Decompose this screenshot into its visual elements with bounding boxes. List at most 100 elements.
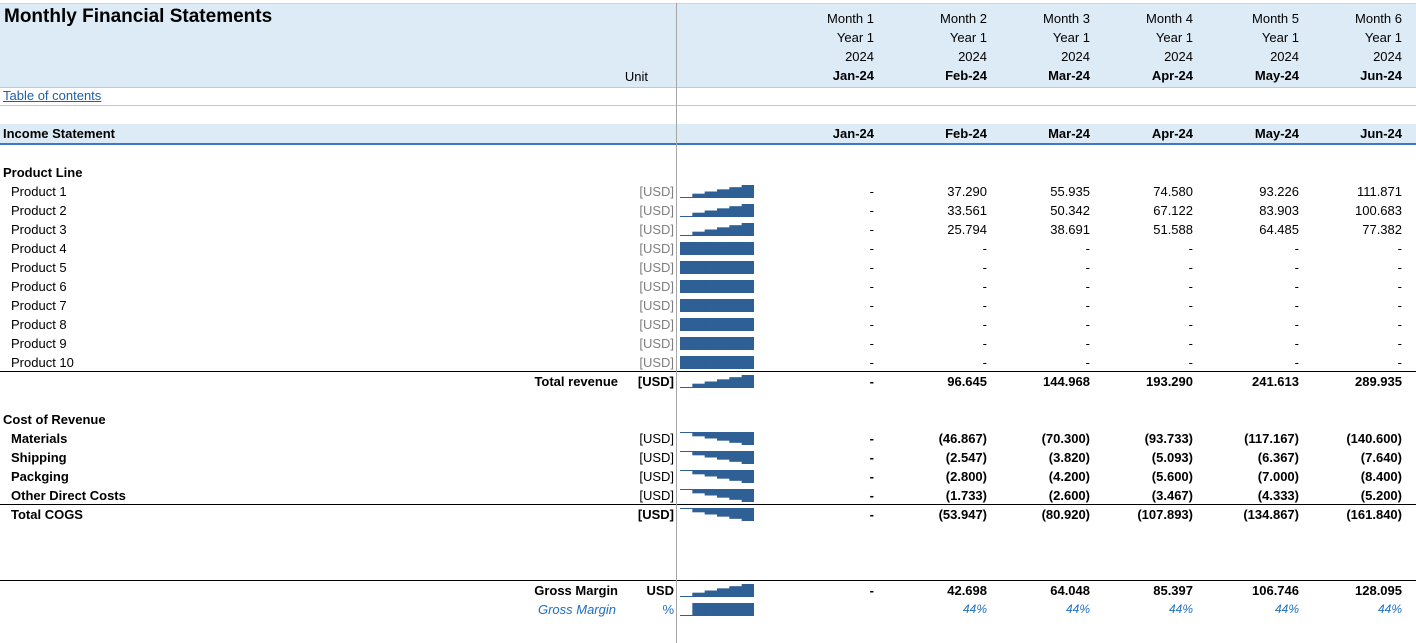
cogs-row-value: (8.400) xyxy=(1360,469,1402,484)
product-row-label: Product 9 xyxy=(11,336,67,351)
product-row-unit: [USD] xyxy=(639,241,674,256)
sparkline-bar xyxy=(729,337,743,350)
sparkline-bar xyxy=(741,489,754,502)
month-header-year: Year 1 xyxy=(949,30,987,45)
sparkline-bar xyxy=(680,235,693,236)
sparkline-bar xyxy=(692,337,706,350)
sparkline-bar xyxy=(717,318,730,331)
product-row-value: 74.580 xyxy=(1153,184,1193,199)
product-row-value: - xyxy=(1188,260,1193,275)
sparkline-bar xyxy=(704,210,718,217)
sparkline-bar xyxy=(704,242,718,255)
sparkline-bar xyxy=(741,261,754,274)
cogs-row-value: (5.600) xyxy=(1151,469,1193,484)
cogs-row-value: (70.300) xyxy=(1041,431,1090,446)
month-header-yyyy: 2024 xyxy=(1270,49,1299,64)
product-row-value: - xyxy=(1397,317,1402,332)
product-row-value: - xyxy=(1188,279,1193,294)
cogs-row-value: (2.800) xyxy=(945,469,987,484)
sparkline-bar xyxy=(729,187,743,198)
cogs-row-value: (117.167) xyxy=(1244,431,1299,446)
month-header-year: Year 1 xyxy=(1261,30,1299,45)
sparkline-bar xyxy=(717,603,730,616)
sparkline xyxy=(680,204,754,217)
total-revenue-value: 144.968 xyxy=(1043,374,1090,389)
total-revenue-value: - xyxy=(869,374,874,389)
gross-margin-value: 106.746 xyxy=(1252,583,1299,598)
gross-margin-rule xyxy=(0,580,1416,581)
product-row-value: - xyxy=(1294,317,1299,332)
product-row-value: - xyxy=(1188,336,1193,351)
month-header-label: Jun-24 xyxy=(1360,68,1402,83)
product-row-label: Product 8 xyxy=(11,317,67,332)
product-row-value: - xyxy=(869,317,874,332)
sparkline-bar xyxy=(704,318,718,331)
sparkline-bar xyxy=(741,508,754,521)
sparkline-bar xyxy=(741,356,754,369)
product-row-value: - xyxy=(982,260,987,275)
income-statement-month-label: Jan-24 xyxy=(832,126,874,141)
product-row-label: Product 10 xyxy=(11,355,74,370)
income-statement-underline xyxy=(0,143,1416,145)
gross-margin-value: 85.397 xyxy=(1153,583,1193,598)
income-statement-band xyxy=(0,124,1416,143)
month-header-yyyy: 2024 xyxy=(845,49,874,64)
product-row-value: - xyxy=(1294,298,1299,313)
sparkline-bar xyxy=(680,470,693,471)
cogs-row-value: - xyxy=(869,469,874,484)
total-cogs-value: (53.947) xyxy=(938,507,987,522)
sparkline-bar xyxy=(692,592,706,597)
sparkline-bar xyxy=(717,189,730,198)
product-row-value: - xyxy=(1085,241,1090,256)
sparkline-bar xyxy=(729,225,743,236)
sparkline-bar xyxy=(692,280,706,293)
month-header: Month 2 Year 1 2024 Feb-24 xyxy=(897,9,987,85)
cogs-row-value: (46.867) xyxy=(938,431,987,446)
month-header-month: Month 1 xyxy=(827,11,874,26)
sparkline-bar xyxy=(729,603,743,616)
column-separator xyxy=(676,3,677,643)
sparkline-bar xyxy=(717,470,730,479)
sparkline xyxy=(680,432,754,445)
sparkline-bar xyxy=(692,508,706,513)
cogs-row-value: (4.200) xyxy=(1048,469,1090,484)
month-header-yyyy: 2024 xyxy=(1061,49,1090,64)
product-row-value: - xyxy=(869,184,874,199)
sparkline-bar xyxy=(741,242,754,255)
sparkline xyxy=(680,508,754,521)
income-statement-month-label: Mar-24 xyxy=(1048,126,1090,141)
sparkline-bar xyxy=(704,432,718,439)
sparkline-bar xyxy=(729,432,743,443)
cogs-row-value: (1.733) xyxy=(945,488,987,503)
sparkline-bar xyxy=(741,223,754,236)
sparkline-bar xyxy=(717,379,730,388)
sparkline xyxy=(680,185,754,198)
cogs-row-value: - xyxy=(869,431,874,446)
total-cogs-value: (80.920) xyxy=(1041,507,1090,522)
product-row-value: - xyxy=(1397,298,1402,313)
sparkline-bar xyxy=(729,206,743,217)
sparkline-bar xyxy=(692,212,706,217)
month-header-month: Month 6 xyxy=(1355,11,1402,26)
cogs-row-value: (3.467) xyxy=(1151,488,1193,503)
sparkline-bar xyxy=(741,451,754,464)
table-of-contents-link[interactable]: Table of contents xyxy=(3,88,102,103)
sparkline-bar xyxy=(717,208,730,217)
sparkline-bar xyxy=(692,356,706,369)
sparkline-bar xyxy=(717,299,730,312)
month-header: Month 3 Year 1 2024 Mar-24 xyxy=(1000,9,1090,85)
month-header-year: Year 1 xyxy=(836,30,874,45)
sparkline xyxy=(680,280,754,293)
product-row-value: - xyxy=(982,241,987,256)
month-header-yyyy: 2024 xyxy=(958,49,987,64)
month-header: Month 1 Year 1 2024 Jan-24 xyxy=(784,9,874,85)
sparkline xyxy=(680,318,754,331)
sparkline-bar xyxy=(741,299,754,312)
sparkline-bar xyxy=(704,299,718,312)
product-row-value: - xyxy=(1397,241,1402,256)
product-row-label: Product 7 xyxy=(11,298,67,313)
total-cogs-value: (161.840) xyxy=(1346,507,1402,522)
cogs-row-label: Materials xyxy=(11,431,68,446)
sparkline-bar xyxy=(680,596,693,597)
product-row-value: - xyxy=(1294,260,1299,275)
